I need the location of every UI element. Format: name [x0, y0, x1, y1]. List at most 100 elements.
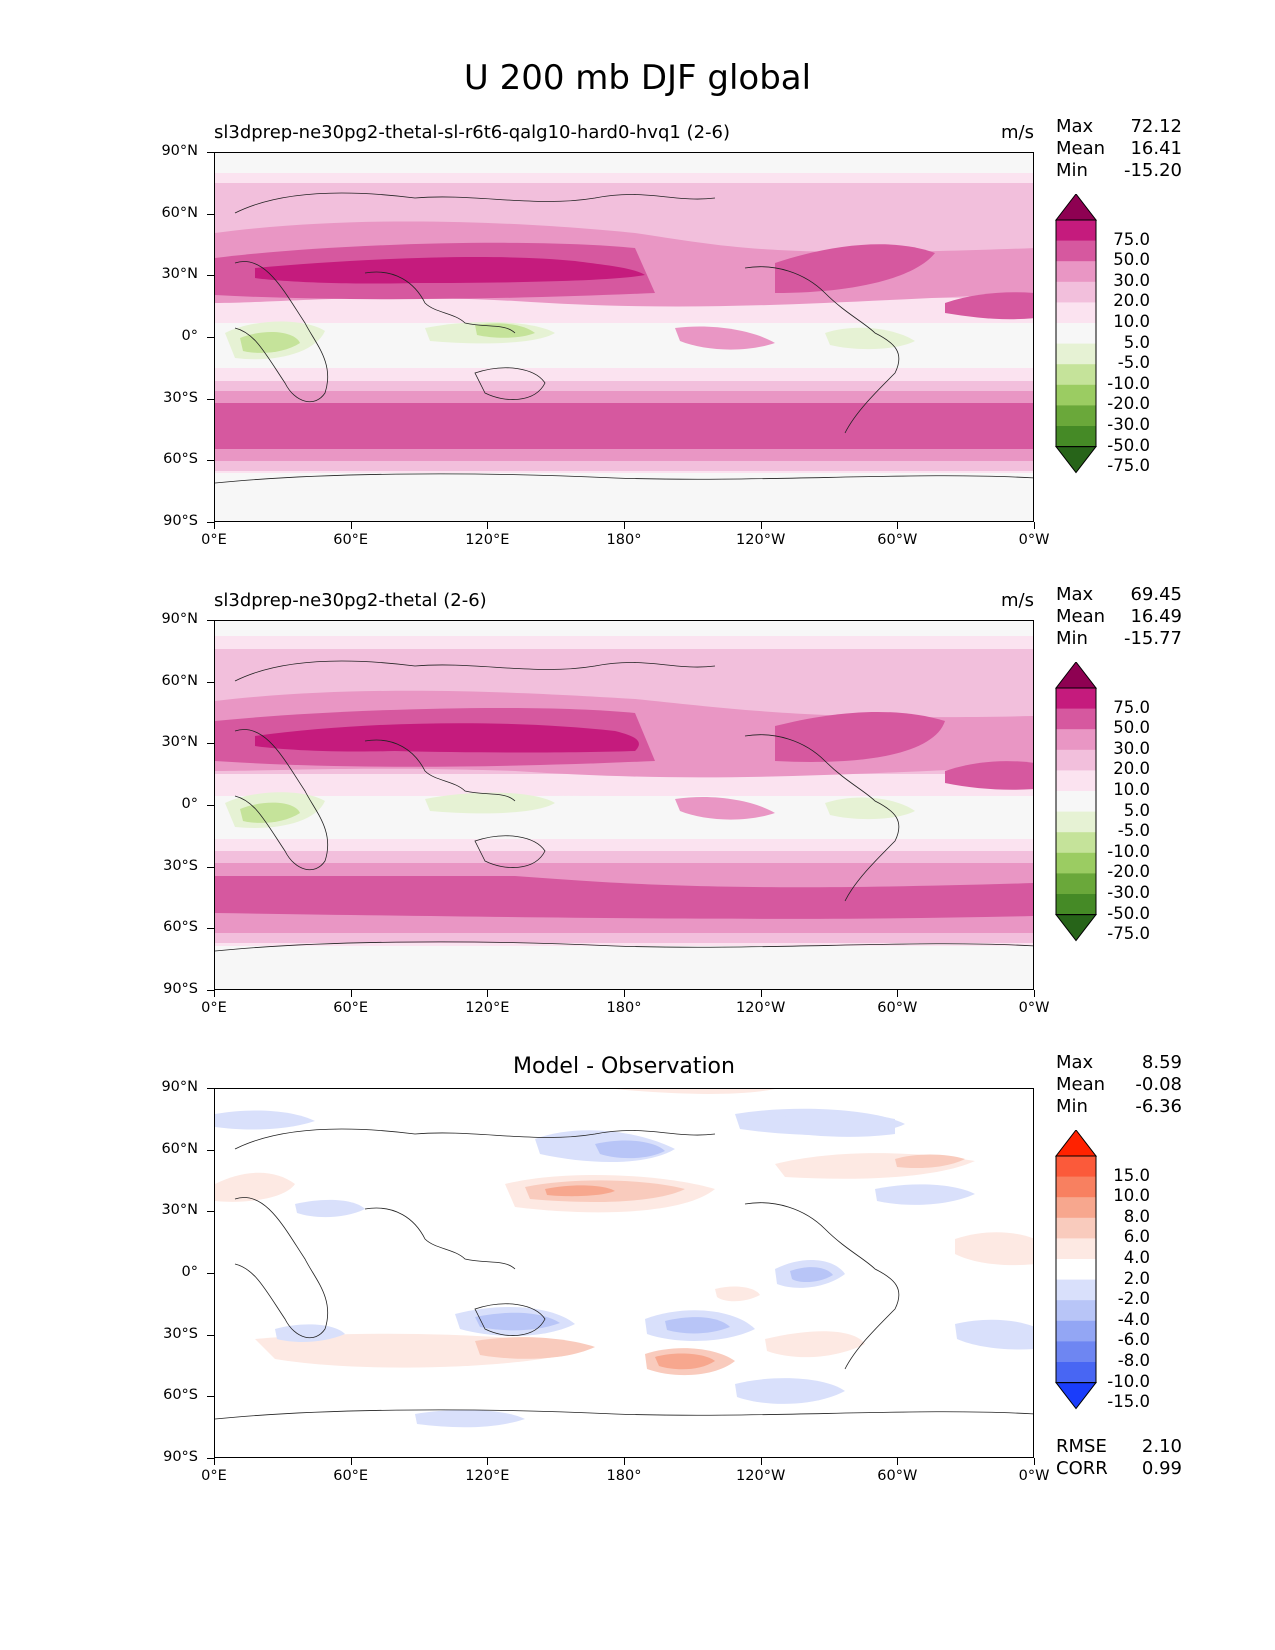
colorbar-label: -20.0 — [1107, 394, 1150, 414]
panel-1-max-label: Max — [1056, 116, 1094, 137]
panel-2-ytick-label: 90°S — [163, 981, 198, 997]
colorbar-label: 75.0 — [1113, 697, 1150, 717]
colorbar-swatch — [1056, 749, 1096, 771]
colorbar-label: -15.0 — [1107, 1392, 1150, 1412]
panel-2-ytick — [207, 805, 214, 806]
panel-1-xtick — [1034, 522, 1035, 529]
colorbar-label: 50.0 — [1113, 718, 1150, 738]
colorbar-label: 4.0 — [1123, 1248, 1150, 1267]
panel-1-ytick — [207, 398, 214, 400]
panel-1-title: sl3dprep-ne30pg2-thetal-sl-r6t6-qalg10-h… — [214, 122, 731, 143]
rmse-label: RMSE — [1056, 1436, 1107, 1457]
panel-3-mean-value: -0.08 — [1135, 1074, 1182, 1095]
panel-3-xtick-label: 180° — [606, 1468, 642, 1484]
colorbar-swatch — [1056, 1259, 1096, 1281]
panel-1-ytick — [207, 152, 214, 153]
colorbar-swatch — [1056, 1176, 1096, 1198]
colorbar-swatch — [1056, 894, 1096, 916]
panel-3-ytick — [207, 1334, 214, 1336]
panel-1-max-value: 72.12 — [1130, 116, 1182, 137]
colorbar-label: -75.0 — [1107, 924, 1150, 944]
panel-1-min-label: Min — [1056, 160, 1088, 181]
colorbar-extend-bottom — [1054, 1382, 1098, 1410]
panel-1-xtick — [760, 522, 762, 529]
colorbar-outline — [1055, 219, 1097, 448]
panel-2-max-value: 69.45 — [1130, 584, 1182, 605]
panel-2-ytick — [207, 743, 214, 745]
panel-3-map — [214, 1088, 1034, 1458]
colorbar-swatch — [1056, 1197, 1096, 1219]
panel-2-xtick-label: 120°W — [736, 1000, 786, 1016]
panel-3-ytick — [207, 1458, 214, 1459]
panel-2-xtick-label: 60°E — [333, 1000, 369, 1016]
panel-2-ytick — [207, 681, 214, 683]
panel-1-ytick — [207, 460, 214, 462]
colorbar-swatch — [1056, 281, 1096, 303]
colorbar-label: -10.0 — [1107, 841, 1150, 861]
panel-1-ytick-label: 90°N — [161, 143, 198, 159]
panel-2-max-label: Max — [1056, 584, 1094, 605]
panel-3-ytick-label: 60°N — [161, 1140, 198, 1157]
panel-2-map — [214, 620, 1034, 990]
colorbar-swatch — [1056, 770, 1096, 792]
colorbar-swatch — [1056, 323, 1096, 345]
colorbar-swatch — [1056, 405, 1096, 427]
panel-3-ytick-label: 60°S — [163, 1387, 198, 1404]
colorbar-label: 50.0 — [1113, 250, 1150, 270]
panel-3-ytick-label: 30°N — [161, 1202, 198, 1219]
panel-1-xtick-label: 180° — [606, 532, 642, 548]
panel-2-min-value: -15.77 — [1123, 628, 1182, 649]
panel-2-xtick — [897, 990, 899, 997]
panel-2-xtick-label: 120°E — [465, 1000, 510, 1016]
rmse-value: 2.10 — [1141, 1436, 1182, 1457]
panel-3-max-value: 8.59 — [1141, 1052, 1182, 1073]
corr-value: 0.99 — [1141, 1458, 1182, 1479]
panel-1-xtick-label: 120°W — [736, 532, 786, 548]
panel-3-colorbar — [1054, 1130, 1098, 1410]
colorbar-label: 20.0 — [1113, 759, 1150, 779]
colorbar-extend-top — [1054, 1130, 1098, 1157]
colorbar-outline — [1055, 687, 1097, 916]
panel-3-xtick — [624, 1458, 625, 1465]
colorbar-label: 8.0 — [1123, 1206, 1150, 1226]
panel-2-ytick-label: 0° — [181, 796, 198, 812]
panel-2-min-label: Min — [1056, 628, 1088, 649]
panel-2-xtick — [624, 990, 625, 997]
colorbar-extend-bottom — [1054, 446, 1098, 474]
panel-2-ytick — [207, 866, 214, 868]
panel-3-title: Model - Observation — [513, 1054, 735, 1079]
panel-3-ytick — [207, 1273, 214, 1274]
panel-1-ytick-label: 30°N — [161, 266, 198, 283]
panel-2-colorbar — [1054, 662, 1098, 942]
panel-3-ytick — [207, 1396, 214, 1398]
panel-2-ytick-label: 30°S — [163, 857, 198, 874]
panel-3-xtick-label: 0°W — [1018, 1468, 1050, 1484]
colorbar-label: 5.0 — [1123, 332, 1150, 352]
panel-1-colorbar — [1054, 194, 1098, 474]
colorbar-label: 5.0 — [1123, 800, 1150, 820]
colorbar-swatch — [1056, 384, 1096, 406]
colorbar-label: -10.0 — [1107, 1371, 1150, 1391]
panel-1-map — [214, 152, 1034, 522]
panel-2-xtick — [487, 990, 489, 997]
panel-1-ytick-label: 90°S — [163, 513, 198, 529]
colorbar-swatch — [1056, 1300, 1096, 1322]
colorbar-label: -75.0 — [1107, 456, 1150, 476]
colorbar-swatch — [1056, 873, 1096, 895]
colorbar-swatch — [1056, 343, 1096, 365]
panel-3-ytick — [207, 1211, 214, 1213]
panel-1-mean-label: Mean — [1056, 138, 1106, 159]
colorbar-label: -5.0 — [1117, 821, 1150, 841]
panel-2-ytick-label: 90°N — [161, 611, 198, 627]
panel-2-ytick — [207, 990, 214, 991]
panel-3-max-label: Max — [1056, 1052, 1094, 1073]
panel-3-xtick-label: 0°E — [201, 1468, 227, 1484]
panel-3-xtick — [1034, 1458, 1035, 1465]
panel-2-ytick-label: 60°N — [161, 672, 198, 689]
colorbar-swatch — [1056, 811, 1096, 833]
panel-3-min-label: Min — [1056, 1096, 1088, 1117]
panel-1-xtick — [350, 522, 352, 529]
panel-1-xtick — [214, 522, 215, 529]
panel-3-ytick-label: 90°S — [163, 1449, 198, 1465]
